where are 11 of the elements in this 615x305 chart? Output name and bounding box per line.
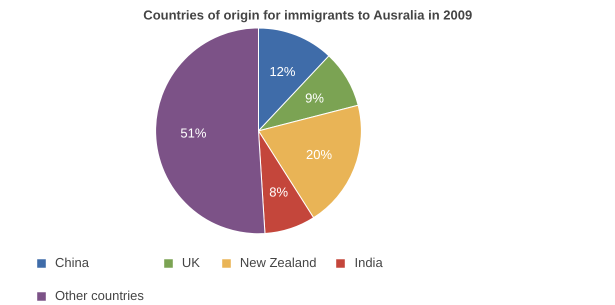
legend-label: UK [182, 255, 201, 270]
legend-label: India [354, 255, 383, 270]
data-label: 51% [180, 125, 207, 140]
data-label: 8% [269, 184, 288, 200]
data-label: 9% [305, 90, 324, 106]
chart-title: Countries of origin for immigrants to Ausralia in 2009 [143, 8, 472, 22]
legend-label: Other countries [55, 288, 144, 303]
legend-label: New Zealand [240, 255, 316, 270]
data-label: 12% [269, 64, 296, 79]
legend-label: China [55, 255, 89, 270]
data-label: 20% [306, 146, 332, 162]
